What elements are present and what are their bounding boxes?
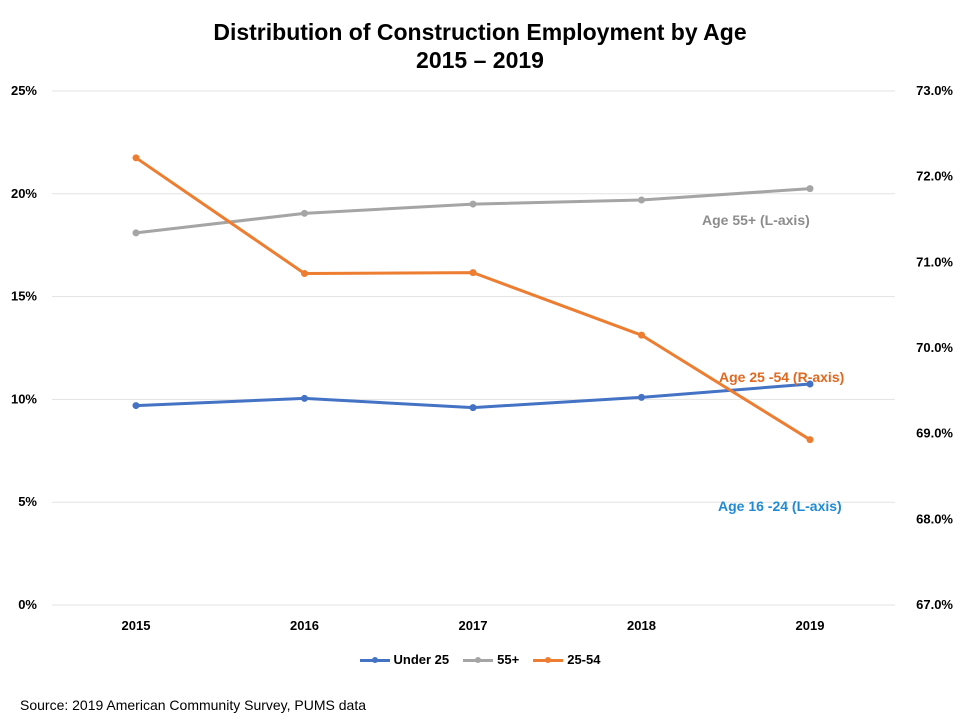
legend-label-55-plus: 55+	[497, 652, 520, 667]
legend-item-under-25: Under 25	[359, 652, 450, 667]
data-point-55-plus	[132, 229, 140, 237]
legend-label-under-25: Under 25	[393, 652, 450, 667]
x-axis-tick-label: 2017	[459, 618, 488, 633]
chart-title-line-2: 2015 – 2019	[416, 47, 544, 73]
series-line-25-54	[134, 156, 812, 442]
left-axis-tick-label: 15%	[11, 289, 37, 304]
right-axis-tick-label: 70.0%	[916, 340, 953, 355]
data-point-25-54	[638, 331, 645, 339]
right-axis-tick-label: 67.0%	[916, 597, 953, 612]
data-point-25-54	[132, 154, 140, 162]
data-point-under-25	[638, 393, 645, 401]
left-axis-tick-label: 20%	[11, 186, 37, 201]
right-axis-tick-label: 71.0%	[916, 254, 953, 269]
series-annotation: Age 16 -24 (L-axis)	[718, 498, 842, 514]
series-annotation: Age 25 -54 (R-axis)	[719, 369, 844, 385]
data-point-under-25	[469, 404, 477, 412]
x-axis-tick-label: 2018	[627, 618, 656, 633]
data-point-25-54	[469, 269, 477, 277]
series-annotation: Age 55+ (L-axis)	[702, 212, 810, 228]
legend-swatch-under-25	[359, 655, 390, 665]
x-axis-tick-label: 2019	[796, 618, 825, 633]
right-axis-tick-label: 72.0%	[916, 169, 953, 184]
right-axis-tick-label: 68.0%	[916, 511, 953, 526]
left-axis-tick-label: 25%	[11, 83, 37, 98]
data-point-55-plus	[638, 196, 645, 204]
x-axis-tick-label: 2015	[122, 618, 151, 633]
legend-item-55-plus: 55+	[463, 652, 519, 667]
legend-label-25-54: 25-54	[567, 652, 601, 667]
series-line-under-25	[134, 382, 812, 410]
left-axis-tick-label: 0%	[18, 597, 37, 612]
chart-legend: Under 25 55+ 25-54	[0, 652, 960, 667]
data-point-under-25	[132, 402, 140, 410]
left-axis-tick-label: 5%	[18, 494, 37, 509]
chart-title-line-1: Distribution of Construction Employment …	[213, 19, 747, 45]
right-axis-tick-label: 69.0%	[916, 426, 953, 441]
data-point-under-25	[301, 394, 308, 402]
source-note: Source: 2019 American Community Survey, …	[20, 697, 367, 713]
left-axis-tick-label: 10%	[11, 391, 37, 406]
legend-item-25-54: 25-54	[533, 652, 600, 667]
x-axis-tick-label: 2016	[290, 618, 319, 633]
data-point-25-54	[806, 436, 814, 444]
data-point-under-25	[806, 380, 814, 388]
data-point-55-plus	[469, 200, 477, 208]
data-point-25-54	[301, 269, 308, 277]
chart-title: Distribution of Construction Employment …	[0, 18, 960, 74]
data-point-55-plus	[301, 209, 308, 217]
legend-swatch-55-plus	[463, 655, 494, 665]
legend-swatch-25-54	[533, 655, 564, 665]
right-axis-tick-label: 73.0%	[916, 83, 953, 98]
data-point-55-plus	[806, 185, 814, 193]
